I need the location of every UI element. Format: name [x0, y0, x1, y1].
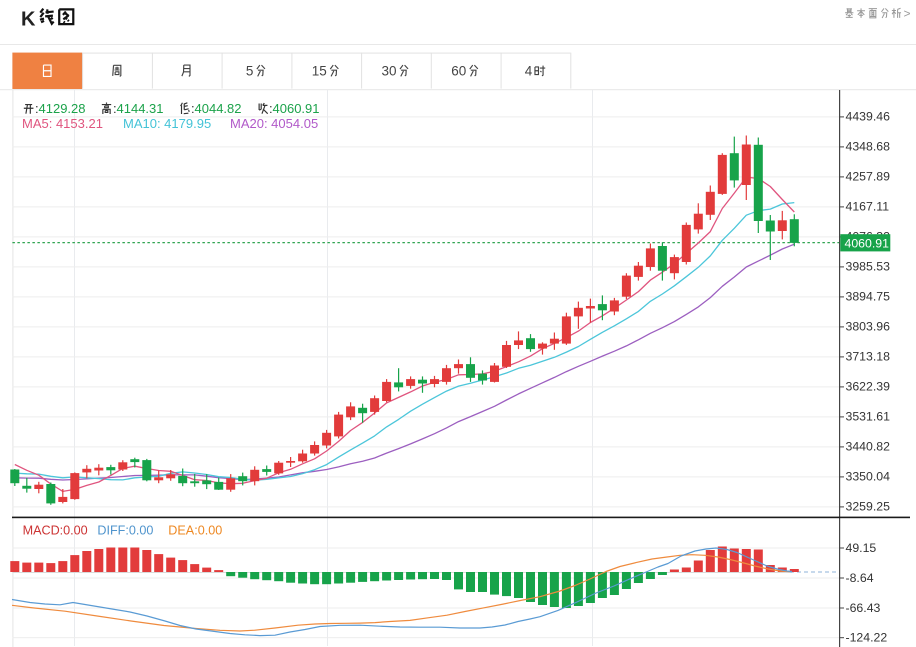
- svg-text:-8.64: -8.64: [846, 571, 874, 585]
- svg-text:-124.22: -124.22: [846, 631, 888, 645]
- svg-text::: :: [35, 101, 39, 116]
- svg-text:3894.75: 3894.75: [846, 290, 891, 304]
- svg-text::: :: [113, 101, 117, 116]
- svg-text:60: 60: [451, 64, 466, 79]
- svg-text:4044.82: 4044.82: [195, 101, 242, 116]
- svg-text:3985.53: 3985.53: [846, 260, 891, 274]
- svg-text:3622.39: 3622.39: [846, 380, 891, 394]
- svg-text:MA5: 4153.21: MA5: 4153.21: [22, 116, 103, 131]
- svg-text:3350.04: 3350.04: [846, 470, 891, 484]
- svg-text:4257.89: 4257.89: [846, 170, 891, 184]
- svg-text:15: 15: [312, 64, 327, 79]
- svg-text:3531.61: 3531.61: [846, 410, 891, 424]
- svg-text:30: 30: [381, 64, 396, 79]
- svg-text:DEA:0.00: DEA:0.00: [168, 524, 222, 538]
- svg-text:-66.43: -66.43: [846, 601, 881, 615]
- svg-text::: :: [269, 101, 273, 116]
- svg-text:4439.46: 4439.46: [846, 110, 891, 124]
- svg-text:49.15: 49.15: [846, 541, 877, 555]
- svg-text:>: >: [904, 7, 911, 21]
- svg-text:4060.91: 4060.91: [845, 236, 890, 250]
- svg-text:4167.11: 4167.11: [846, 200, 890, 214]
- svg-text:4129.28: 4129.28: [39, 101, 86, 116]
- svg-text:4: 4: [525, 64, 533, 79]
- svg-text:4348.68: 4348.68: [846, 140, 891, 154]
- svg-text:5: 5: [246, 64, 254, 79]
- svg-text:K: K: [21, 9, 36, 31]
- svg-text::: :: [191, 101, 195, 116]
- svg-text:3440.82: 3440.82: [846, 440, 891, 454]
- svg-text:3259.25: 3259.25: [846, 500, 891, 514]
- svg-text:4144.31: 4144.31: [117, 101, 164, 116]
- svg-text:DIFF:0.00: DIFF:0.00: [97, 524, 153, 538]
- svg-text:3803.96: 3803.96: [846, 320, 891, 334]
- svg-text:4060.91: 4060.91: [273, 101, 320, 116]
- svg-text:MA10: 4179.95: MA10: 4179.95: [123, 116, 211, 131]
- svg-text:MACD:0.00: MACD:0.00: [23, 524, 88, 538]
- svg-text:3713.18: 3713.18: [846, 350, 891, 364]
- svg-text:MA20: 4054.05: MA20: 4054.05: [230, 116, 318, 131]
